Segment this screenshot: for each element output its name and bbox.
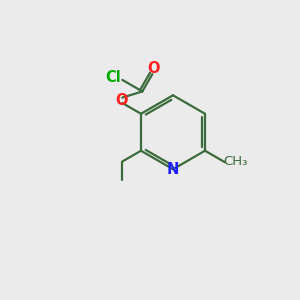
Text: O: O (115, 93, 128, 108)
Text: CH₃: CH₃ (224, 155, 248, 168)
Text: Cl: Cl (105, 70, 121, 85)
Text: O: O (147, 61, 159, 76)
Text: N: N (167, 163, 179, 178)
